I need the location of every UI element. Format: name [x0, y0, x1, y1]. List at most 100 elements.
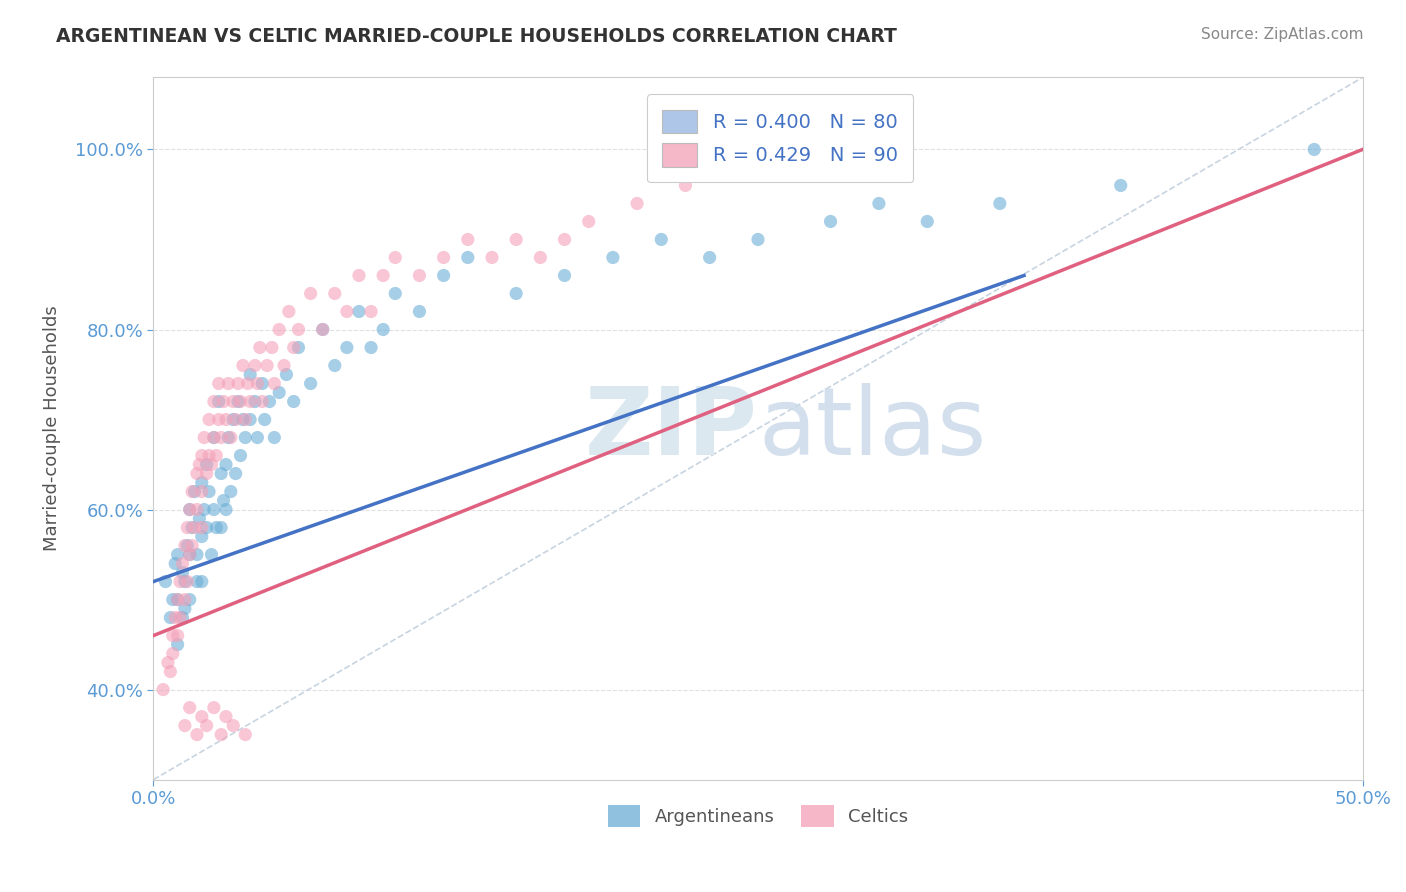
Point	[287, 322, 309, 336]
Point	[191, 574, 214, 589]
Point	[183, 484, 205, 499]
Point	[186, 728, 208, 742]
Point	[159, 610, 181, 624]
Point	[179, 700, 201, 714]
Point	[820, 214, 842, 228]
Point	[186, 502, 208, 516]
Point	[232, 412, 254, 426]
Point	[747, 161, 769, 175]
Point	[173, 539, 195, 553]
Text: atlas: atlas	[758, 383, 986, 475]
Point	[626, 196, 648, 211]
Point	[195, 458, 218, 472]
Point	[554, 232, 576, 246]
Point	[202, 431, 225, 445]
Point	[173, 574, 195, 589]
Text: ARGENTINEAN VS CELTIC MARRIED-COUPLE HOUSEHOLDS CORRELATION CHART: ARGENTINEAN VS CELTIC MARRIED-COUPLE HOU…	[56, 27, 897, 45]
Point	[360, 304, 382, 318]
Point	[917, 214, 939, 228]
Point	[193, 502, 215, 516]
Point	[212, 493, 235, 508]
Point	[373, 268, 395, 283]
Point	[699, 251, 721, 265]
Point	[215, 709, 238, 723]
Point	[202, 394, 225, 409]
Point	[179, 548, 201, 562]
Point	[191, 530, 214, 544]
Point	[169, 574, 191, 589]
Point	[232, 359, 254, 373]
Point	[202, 502, 225, 516]
Point	[373, 322, 395, 336]
Point	[229, 394, 252, 409]
Point	[433, 251, 456, 265]
Point	[246, 376, 269, 391]
Point	[191, 475, 214, 490]
Point	[208, 394, 231, 409]
Point	[323, 359, 346, 373]
Point	[233, 431, 256, 445]
Point	[481, 251, 503, 265]
Point	[200, 458, 222, 472]
Point	[675, 178, 697, 193]
Point	[988, 196, 1011, 211]
Point	[166, 592, 188, 607]
Point	[200, 548, 222, 562]
Point	[868, 196, 890, 211]
Point	[554, 268, 576, 283]
Point	[505, 232, 527, 246]
Point	[179, 502, 201, 516]
Point	[208, 376, 231, 391]
Point	[181, 539, 204, 553]
Point	[336, 341, 359, 355]
Point	[260, 341, 283, 355]
Point	[217, 376, 239, 391]
Point	[225, 412, 247, 426]
Point	[299, 376, 322, 391]
Point	[165, 610, 187, 624]
Point	[347, 304, 370, 318]
Point	[179, 592, 201, 607]
Point	[239, 394, 262, 409]
Point	[186, 467, 208, 481]
Point	[208, 412, 231, 426]
Point	[198, 412, 221, 426]
Point	[209, 467, 232, 481]
Point	[602, 251, 624, 265]
Point	[173, 601, 195, 615]
Point	[252, 376, 274, 391]
Point	[191, 520, 214, 534]
Point	[217, 431, 239, 445]
Point	[243, 394, 266, 409]
Text: Source: ZipAtlas.com: Source: ZipAtlas.com	[1201, 27, 1364, 42]
Point	[408, 304, 430, 318]
Point	[186, 548, 208, 562]
Point	[162, 647, 184, 661]
Point	[384, 286, 406, 301]
Point	[198, 449, 221, 463]
Point	[299, 286, 322, 301]
Point	[219, 431, 242, 445]
Point	[252, 394, 274, 409]
Point	[323, 286, 346, 301]
Point	[209, 728, 232, 742]
Point	[205, 449, 228, 463]
Point	[156, 656, 179, 670]
Point	[195, 718, 218, 732]
Point	[191, 709, 214, 723]
Point	[233, 728, 256, 742]
Point	[253, 412, 276, 426]
Point	[181, 520, 204, 534]
Point	[239, 368, 262, 382]
Point	[165, 557, 187, 571]
Point	[236, 376, 259, 391]
Point	[312, 322, 335, 336]
Point	[209, 520, 232, 534]
Point	[243, 359, 266, 373]
Point	[249, 341, 271, 355]
Point	[219, 484, 242, 499]
Point	[336, 304, 359, 318]
Point	[166, 592, 188, 607]
Point	[162, 592, 184, 607]
Point	[225, 467, 247, 481]
